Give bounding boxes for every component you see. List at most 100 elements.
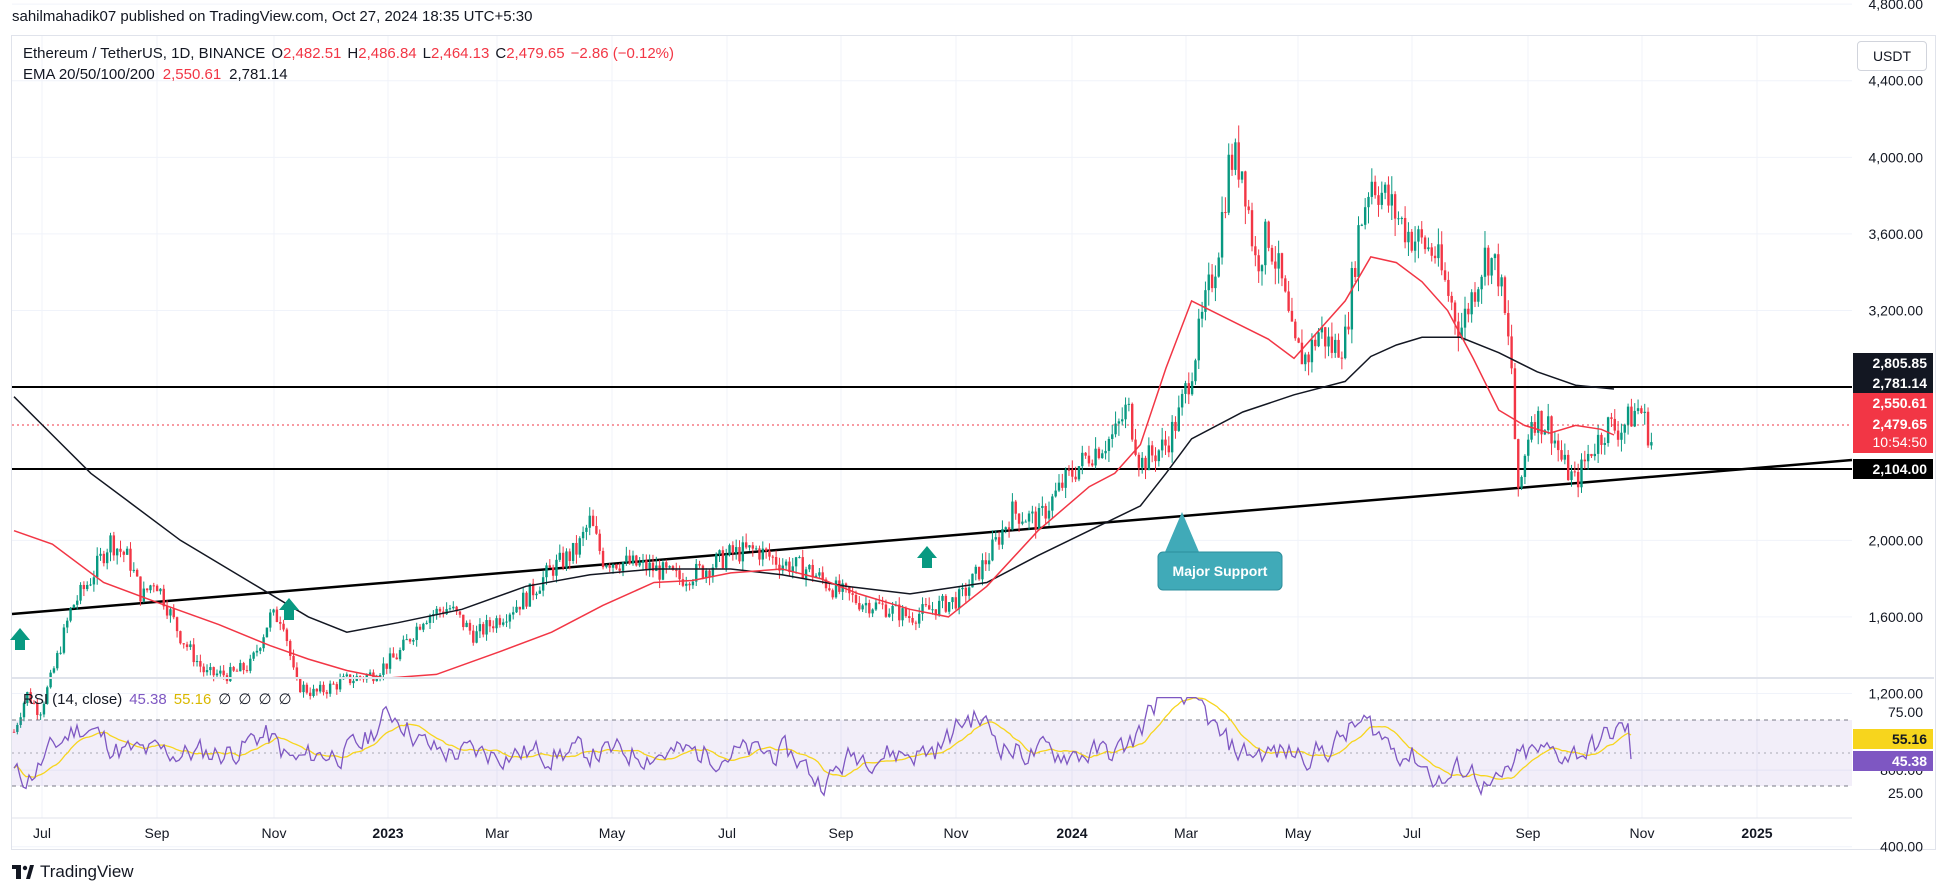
candle-body — [1503, 277, 1507, 314]
candle-body — [182, 643, 185, 645]
time-axis-label: Nov — [944, 825, 969, 841]
candle-body — [728, 545, 731, 555]
trendline-major-support[interactable] — [11, 458, 1853, 616]
candle-body — [918, 613, 921, 624]
price-badges: 2,805.85 2,781.14 2,550.61 2,479.65 10:5… — [1853, 353, 1933, 479]
candle-body — [911, 618, 914, 623]
candle-body — [475, 631, 478, 643]
rsi-value: 45.38 — [129, 691, 167, 708]
candle-body — [512, 612, 515, 615]
candle-body — [1184, 383, 1187, 394]
candle-body — [99, 553, 102, 556]
buy-arrow-icon[interactable] — [917, 546, 937, 568]
candle-body — [26, 692, 29, 704]
candle-body — [1001, 529, 1004, 545]
candle-body — [1563, 454, 1567, 460]
candle-body — [744, 542, 748, 548]
candle-body — [135, 569, 139, 577]
candle-body — [1387, 184, 1390, 206]
candle-body — [79, 584, 82, 601]
candle-body — [808, 564, 811, 570]
candle-body — [977, 566, 981, 580]
candle-body — [209, 667, 212, 671]
candle-body — [734, 547, 738, 554]
candle-body — [1600, 434, 1603, 445]
candle-body — [365, 674, 368, 680]
rsi-label[interactable]: RSI (14, close) — [23, 691, 123, 708]
candle-body — [828, 588, 831, 591]
candle-body — [768, 550, 771, 557]
candle-body — [508, 614, 512, 622]
symbol-name[interactable]: Ethereum / TetherUS, 1D, BINANCE — [23, 45, 266, 62]
price-axis-label: 3,600.00 — [1869, 226, 1924, 242]
chart-frame[interactable] — [11, 35, 1936, 850]
candle-body — [1140, 457, 1144, 468]
candle-body — [1487, 247, 1490, 276]
candle-body — [868, 602, 871, 614]
time-axis-label: Mar — [1174, 825, 1198, 841]
candle-body — [445, 609, 448, 615]
candle-body — [1560, 450, 1563, 460]
candle-body — [798, 557, 801, 559]
ema-50-value: 2,550.61 — [162, 66, 222, 83]
buy-arrow-icon[interactable] — [279, 598, 299, 620]
candle-body — [412, 639, 415, 642]
candle-body — [132, 569, 136, 571]
candle-body — [152, 585, 155, 587]
ema-legend[interactable]: EMA 20/50/100/200 2,550.61 2,781.14 — [23, 66, 296, 83]
candle-body — [934, 609, 938, 616]
candle-body — [515, 606, 518, 613]
candle-body — [1087, 455, 1091, 464]
candle-body — [1413, 241, 1417, 251]
candle-body — [1353, 268, 1357, 277]
ema-label[interactable]: EMA 20/50/100/200 — [23, 66, 155, 83]
candle-body — [1047, 510, 1051, 519]
buy-arrow-icon[interactable] — [10, 628, 30, 650]
candle-body — [1367, 196, 1370, 208]
candle-body — [1586, 453, 1590, 462]
candle-body — [1150, 445, 1154, 456]
candle-body — [1630, 406, 1633, 427]
rsi-pane[interactable]: 75.00 25.00 55.16 45.38 — [12, 696, 1933, 801]
ema-200-line[interactable] — [13, 336, 1615, 633]
candle-body — [69, 608, 72, 621]
candle-body — [1197, 318, 1200, 361]
candle-body — [1613, 418, 1616, 431]
candle-body — [82, 584, 86, 590]
candle-body — [754, 548, 758, 550]
candle-body — [871, 609, 874, 614]
candle-body — [941, 595, 944, 601]
ema-50-line[interactable] — [13, 256, 1615, 679]
candle-body — [944, 595, 948, 612]
price-axis-label: 1,200.00 — [1869, 686, 1924, 702]
candle-body — [1410, 231, 1413, 251]
candle-body — [76, 600, 79, 605]
candle-body — [1566, 454, 1570, 481]
currency-button[interactable]: USDT — [1857, 41, 1927, 71]
candle-body — [1314, 339, 1317, 347]
candle-body — [618, 568, 621, 571]
candle-body — [1107, 438, 1111, 451]
candle-body — [1517, 439, 1520, 488]
candle-body — [1650, 442, 1653, 446]
major-support-callout[interactable]: Major Support — [1157, 512, 1283, 591]
candle-body — [172, 609, 175, 618]
candle-body — [801, 557, 804, 579]
candle-body — [1224, 212, 1227, 214]
candle-body — [352, 680, 355, 684]
candle-body — [874, 602, 878, 610]
candle-body — [961, 587, 964, 590]
candle-body — [169, 609, 172, 616]
symbol-legend[interactable]: Ethereum / TetherUS, 1D, BINANCE O2,482.5… — [23, 45, 674, 62]
candle-body — [299, 678, 302, 693]
candle-body — [1327, 336, 1330, 347]
candle-body — [1021, 521, 1024, 524]
candle-body — [312, 688, 315, 696]
candle-body — [971, 573, 974, 588]
candle-body — [402, 639, 405, 651]
candle-body — [22, 703, 26, 718]
rsi-legend[interactable]: RSI (14, close) 45.38 55.16 ∅ ∅ ∅ ∅ — [23, 691, 292, 708]
candle-body — [375, 678, 378, 682]
tradingview-logo[interactable]: TradingView — [12, 862, 134, 882]
